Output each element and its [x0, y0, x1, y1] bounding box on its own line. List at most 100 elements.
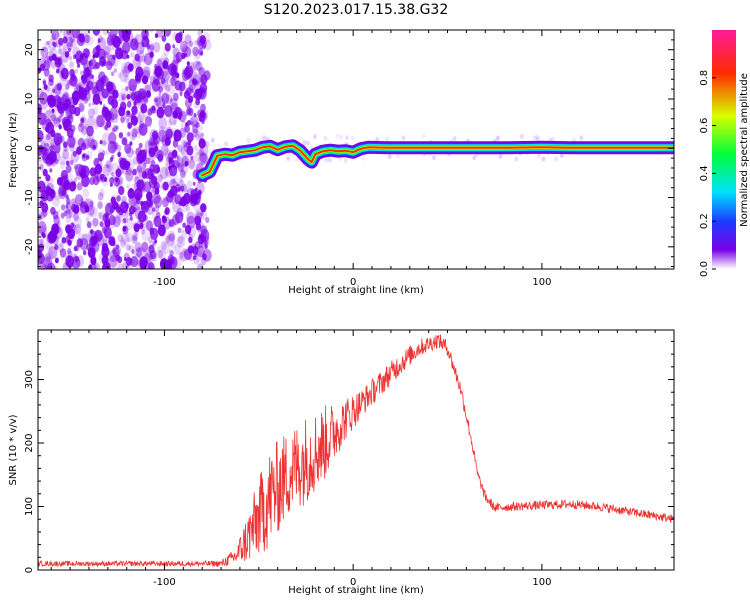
- noise-blob: [74, 255, 79, 263]
- noise-blob: [39, 256, 46, 264]
- noise-blob: [188, 159, 196, 170]
- noise-blob: [52, 88, 56, 94]
- noise-blob: [84, 85, 91, 93]
- noise-blob: [59, 161, 66, 170]
- noise-blob: [65, 156, 73, 166]
- noise-blob: [164, 105, 173, 118]
- noise-blob: [128, 84, 137, 96]
- noise-blob: [180, 40, 188, 53]
- noise-blob: [151, 253, 157, 262]
- noise-blob: [197, 134, 201, 140]
- noise-blob: [125, 256, 132, 266]
- noise-blob: [46, 93, 54, 104]
- noise-blob: [145, 90, 152, 98]
- noise-blob: [54, 244, 59, 251]
- noise-blob: [46, 86, 51, 92]
- noise-blob: [100, 85, 104, 91]
- noise-blob: [122, 41, 131, 54]
- noise-blob: [178, 252, 184, 259]
- noise-blob: [61, 94, 69, 105]
- noise-blob: [180, 79, 188, 89]
- noise-blob: [188, 84, 194, 92]
- noise-blob: [140, 223, 146, 232]
- noise-blob: [41, 63, 45, 68]
- noise-blob: [186, 61, 190, 66]
- noise-blob: [143, 52, 153, 66]
- noise-blob: [153, 195, 163, 208]
- noise-blob: [92, 144, 96, 150]
- noise-blob: [156, 211, 161, 219]
- noise-blob: [73, 177, 78, 183]
- noise-blob: [153, 71, 157, 76]
- noise-blob: [193, 60, 201, 71]
- noise-blob: [88, 264, 93, 269]
- colorbar-tick-label: 0.2: [699, 213, 710, 229]
- noise-blob: [189, 77, 196, 87]
- noise-blob: [101, 242, 109, 252]
- noise-blob: [66, 107, 75, 120]
- noise-blob: [121, 96, 125, 101]
- noise-blob: [148, 244, 155, 254]
- noise-blob: [42, 79, 46, 85]
- noise-blob: [57, 116, 62, 122]
- noise-blob: [119, 70, 128, 83]
- noise-blob: [181, 50, 185, 55]
- noise-blob: [99, 56, 107, 67]
- noise-blob: [93, 63, 98, 70]
- noise-blob: [88, 239, 96, 249]
- noise-blob: [178, 177, 184, 185]
- noise-blob: [177, 37, 181, 42]
- noise-blob: [152, 207, 156, 212]
- noise-blob: [112, 43, 118, 51]
- noise-blob: [125, 243, 131, 251]
- noise-blob: [154, 33, 159, 38]
- noise-blob: [43, 68, 50, 77]
- noise-blob: [194, 59, 199, 67]
- noise-blob: [45, 233, 52, 243]
- noise-blob: [126, 146, 134, 158]
- noise-blob: [188, 95, 194, 103]
- noise-blob: [198, 149, 205, 157]
- noise-blob: [200, 203, 207, 213]
- noise-blob: [76, 182, 83, 191]
- noise-blob: [135, 94, 141, 102]
- noise-blob: [102, 261, 111, 269]
- noise-blob: [61, 237, 67, 244]
- noise-blob: [80, 114, 86, 123]
- noise-blob: [62, 149, 69, 160]
- noise-blob: [128, 30, 132, 36]
- bottom-plot-frame: [37, 329, 675, 571]
- noise-blob: [51, 184, 55, 189]
- noise-blob: [80, 142, 87, 151]
- noise-blob: [70, 38, 77, 48]
- noise-blob: [117, 72, 122, 79]
- colorbar-tick-label: 0.4: [699, 165, 710, 181]
- noise-blob: [135, 181, 140, 188]
- noise-blob: [154, 140, 160, 149]
- noise-blob: [532, 135, 537, 141]
- noise-blob: [166, 258, 173, 267]
- noise-blob: [92, 101, 95, 106]
- noise-blob: [162, 71, 170, 81]
- noise-blob: [97, 38, 101, 43]
- noise-blob: [125, 232, 133, 243]
- noise-blob: [193, 113, 197, 118]
- ridge-green: [199, 143, 674, 178]
- noise-blob: [89, 58, 97, 70]
- x-tick-label: 100: [532, 577, 551, 588]
- noise-blob: [46, 41, 50, 46]
- noise-blob: [153, 215, 162, 228]
- noise-blob: [350, 135, 355, 141]
- noise-blob: [148, 147, 156, 158]
- noise-blob: [59, 30, 63, 34]
- noise-blob: [92, 217, 99, 227]
- noise-blob: [153, 164, 161, 174]
- noise-blob: [181, 228, 185, 233]
- noise-blob: [135, 247, 143, 258]
- noise-blob: [67, 209, 71, 215]
- bottom-plot: -100 0 100 0 100 200 300 Height of straight l…: [8, 329, 675, 596]
- noise-blob: [154, 97, 158, 103]
- noise-blob: [149, 253, 154, 260]
- noise-blob: [181, 52, 186, 60]
